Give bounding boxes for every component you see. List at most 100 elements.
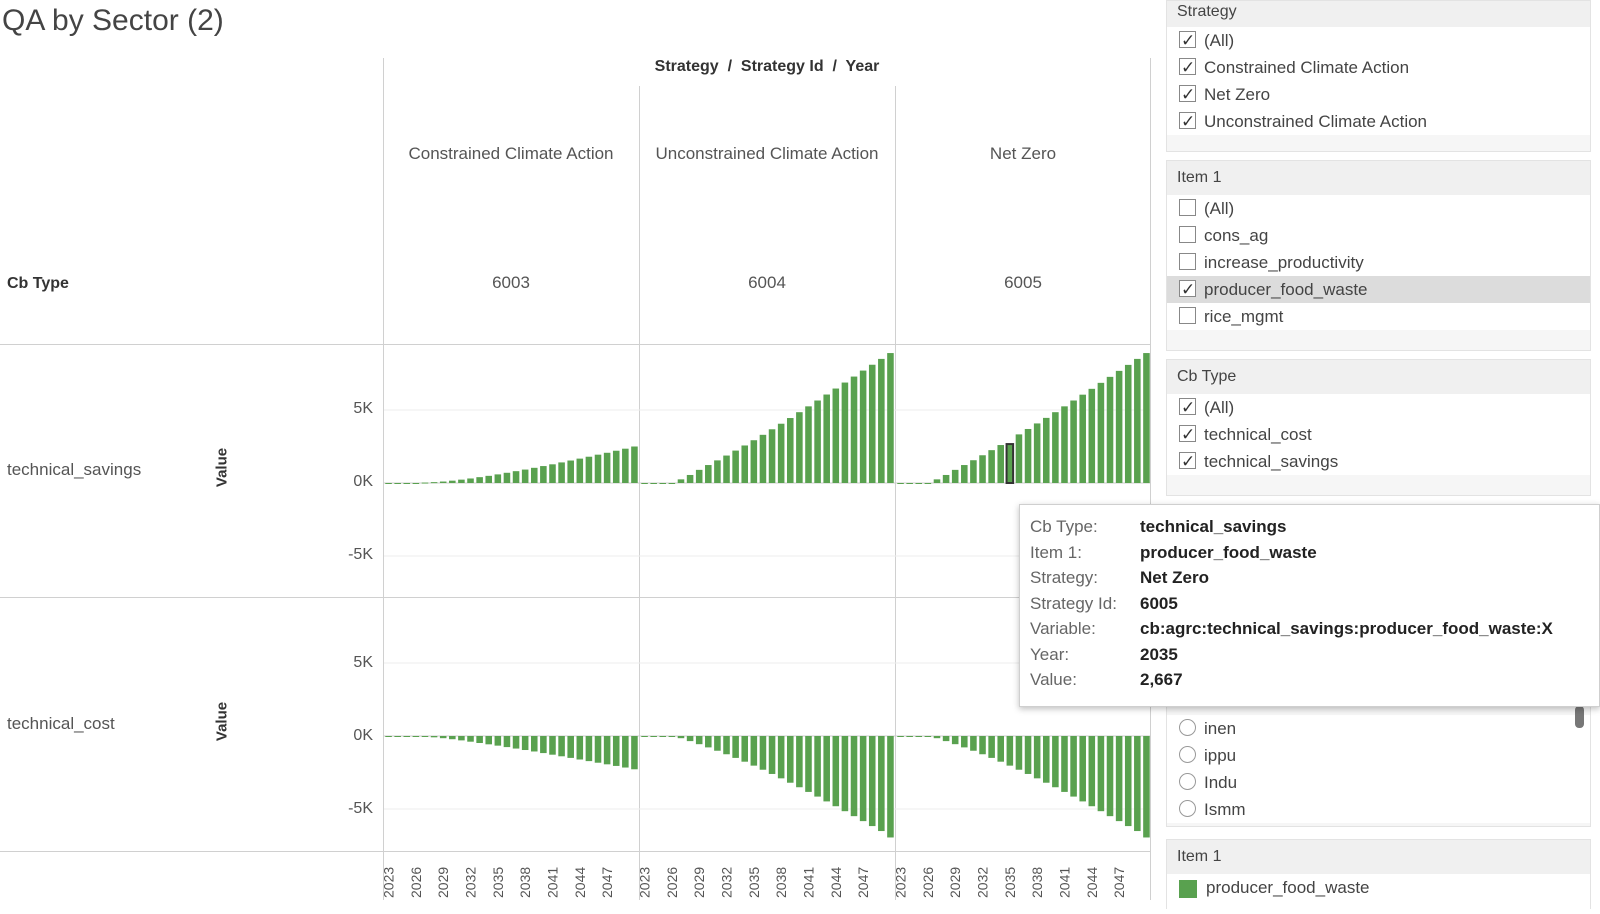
bar-technical_cost-6003-2047[interactable] bbox=[603, 736, 611, 765]
bar-technical_savings-6005-2050[interactable] bbox=[1143, 353, 1150, 483]
checkbox-icon[interactable] bbox=[1179, 81, 1196, 108]
bar-technical_savings-6004-2023[interactable] bbox=[641, 483, 648, 484]
bar-technical_cost-6005-2032[interactable] bbox=[979, 736, 986, 755]
bar-technical_cost-6003-2040[interactable] bbox=[540, 736, 547, 754]
bar-technical_cost-6003-2026[interactable] bbox=[412, 736, 420, 737]
bar-technical_cost-6003-2037[interactable] bbox=[512, 736, 520, 749]
bar-technical_savings-6004-2024[interactable] bbox=[650, 483, 657, 484]
bar-technical_cost-6004-2027[interactable] bbox=[677, 736, 685, 739]
checkbox-icon[interactable] bbox=[1179, 276, 1196, 303]
bar-technical_savings-6003-2032[interactable] bbox=[467, 478, 474, 483]
bar-technical_cost-6005-2027[interactable] bbox=[933, 736, 941, 739]
bar-technical_cost-6003-2042[interactable] bbox=[558, 736, 565, 757]
bar-technical_savings-6005-2038[interactable] bbox=[1033, 423, 1041, 483]
bar-technical_cost-6004-2038[interactable] bbox=[777, 736, 785, 779]
bar-technical_cost-6004-2031[interactable] bbox=[714, 736, 721, 751]
bar-technical_savings-6003-2033[interactable] bbox=[476, 477, 483, 483]
bar-technical_cost-6004-2035[interactable] bbox=[750, 736, 758, 766]
bar-technical_cost-6003-2041[interactable] bbox=[549, 736, 556, 755]
checkbox-icon[interactable] bbox=[1179, 108, 1196, 135]
bar-technical_savings-6003-2044[interactable] bbox=[576, 458, 584, 483]
bar-technical_savings-6005-2026[interactable] bbox=[924, 483, 932, 484]
radio-icon[interactable] bbox=[1179, 800, 1196, 818]
bar-technical_savings-6004-2046[interactable] bbox=[850, 376, 858, 483]
bar-technical_savings-6004-2038[interactable] bbox=[777, 423, 785, 483]
bar-technical_cost-6004-2024[interactable] bbox=[650, 736, 657, 737]
bar-technical_cost-6005-2041[interactable] bbox=[1061, 736, 1068, 792]
checkbox-icon[interactable] bbox=[1179, 448, 1196, 475]
bar-technical_savings-6003-2039[interactable] bbox=[530, 467, 538, 483]
filter-option[interactable]: technical_cost bbox=[1167, 421, 1590, 448]
bar-technical_cost-6003-2024[interactable] bbox=[394, 736, 401, 737]
bar-technical_savings-6004-2045[interactable] bbox=[841, 382, 849, 483]
bar-technical_savings-6003-2042[interactable] bbox=[558, 462, 565, 483]
checkbox-icon[interactable] bbox=[1179, 307, 1196, 325]
bar-technical_cost-6005-2045[interactable] bbox=[1097, 736, 1105, 812]
radio-icon[interactable] bbox=[1179, 719, 1196, 737]
bar-technical_cost-6004-2039[interactable] bbox=[786, 736, 794, 783]
bar-technical_cost-6005-2030[interactable] bbox=[961, 736, 968, 748]
bar-technical_cost-6004-2045[interactable] bbox=[841, 736, 849, 812]
bar-technical_savings-6004-2036[interactable] bbox=[759, 434, 767, 483]
bar-technical_savings-6005-2036[interactable] bbox=[1015, 434, 1023, 483]
bar-technical_cost-6003-2028[interactable] bbox=[430, 736, 438, 738]
bar-technical_cost-6003-2031[interactable] bbox=[458, 736, 465, 741]
bar-technical_cost-6005-2040[interactable] bbox=[1052, 736, 1059, 788]
bar-technical_cost-6003-2032[interactable] bbox=[467, 736, 474, 742]
bar-technical_cost-6005-2038[interactable] bbox=[1033, 736, 1041, 779]
bar-technical_cost-6005-2046[interactable] bbox=[1106, 736, 1114, 817]
bar-technical_cost-6004-2029[interactable] bbox=[695, 736, 703, 745]
bar-chart[interactable]: 2023 2026 2029 2032 2035 2038 2041 2044 2047 2023… bbox=[0, 0, 1151, 900]
bar-technical_cost-6004-2043[interactable] bbox=[823, 736, 830, 802]
bar-technical_cost-6003-2039[interactable] bbox=[530, 736, 538, 752]
bar-technical_cost-6005-2026[interactable] bbox=[924, 736, 932, 737]
bar-technical_savings-6003-2045[interactable] bbox=[585, 456, 593, 483]
filter-option[interactable]: Ismm bbox=[1167, 796, 1590, 823]
bar-technical_savings-6004-2028[interactable] bbox=[686, 474, 694, 483]
bar-technical_savings-6005-2033[interactable] bbox=[988, 450, 995, 483]
bar-technical_savings-6005-2040[interactable] bbox=[1052, 412, 1059, 483]
bar-technical_savings-6003-2025[interactable] bbox=[403, 483, 411, 484]
bar-technical_savings-6004-2048[interactable] bbox=[868, 364, 876, 483]
bar-technical_cost-6004-2037[interactable] bbox=[768, 736, 776, 774]
bar-technical_cost-6003-2043[interactable] bbox=[567, 736, 574, 758]
bar-technical_cost-6005-2050[interactable] bbox=[1143, 736, 1150, 838]
bar-technical_savings-6003-2040[interactable] bbox=[540, 466, 547, 483]
bar-technical_cost-6004-2040[interactable] bbox=[796, 736, 803, 788]
bar-technical_savings-6003-2038[interactable] bbox=[521, 469, 529, 483]
bar-technical_savings-6005-2048[interactable] bbox=[1124, 364, 1132, 483]
bar-technical_savings-6004-2031[interactable] bbox=[714, 460, 721, 483]
bar-technical_savings-6004-2030[interactable] bbox=[705, 465, 712, 483]
filter-option[interactable]: cons_ag bbox=[1167, 222, 1590, 249]
bar-technical_cost-6003-2025[interactable] bbox=[403, 736, 411, 737]
bar-technical_savings-6004-2025[interactable] bbox=[659, 483, 667, 484]
bar-technical_savings-6005-2027[interactable] bbox=[933, 479, 941, 483]
bar-technical_cost-6005-2044[interactable] bbox=[1088, 736, 1096, 807]
checkbox-icon[interactable] bbox=[1179, 27, 1196, 54]
bar-technical_cost-6005-2042[interactable] bbox=[1070, 736, 1077, 797]
bar-technical_savings-6005-2024[interactable] bbox=[906, 483, 913, 484]
bar-technical_savings-6005-2030[interactable] bbox=[961, 465, 968, 483]
bar-technical_cost-6004-2033[interactable] bbox=[732, 736, 739, 758]
bar-technical_cost-6005-2024[interactable] bbox=[906, 736, 913, 737]
bar-technical_cost-6004-2049[interactable] bbox=[878, 736, 885, 832]
bar-technical_savings-6003-2030[interactable] bbox=[449, 480, 456, 483]
filter-option[interactable]: rice_mgmt bbox=[1167, 303, 1590, 330]
bar-technical_savings-6003-2049[interactable] bbox=[622, 448, 629, 483]
bar-technical_savings-6005-2034[interactable] bbox=[997, 445, 1005, 483]
bar-technical_cost-6004-2023[interactable] bbox=[641, 736, 648, 737]
bar-technical_savings-6005-2031[interactable] bbox=[970, 460, 977, 483]
bar-technical_cost-6004-2046[interactable] bbox=[850, 736, 858, 817]
filter-option[interactable]: inen bbox=[1167, 715, 1590, 742]
checkbox-icon[interactable] bbox=[1179, 54, 1196, 81]
filter-option[interactable]: Indu bbox=[1167, 769, 1590, 796]
filter-option[interactable]: increase_productivity bbox=[1167, 249, 1590, 276]
bar-technical_savings-6005-2045[interactable] bbox=[1097, 382, 1105, 483]
bar-technical_savings-6003-2048[interactable] bbox=[612, 450, 620, 483]
bar-technical_savings-6004-2033[interactable] bbox=[732, 450, 739, 483]
radio-icon[interactable] bbox=[1179, 746, 1196, 764]
bar-technical_savings-6005-2037[interactable] bbox=[1024, 428, 1032, 483]
bar-technical_cost-6005-2043[interactable] bbox=[1079, 736, 1086, 802]
bar-technical_cost-6003-2048[interactable] bbox=[612, 736, 620, 766]
bar-technical_cost-6005-2025[interactable] bbox=[915, 736, 923, 737]
